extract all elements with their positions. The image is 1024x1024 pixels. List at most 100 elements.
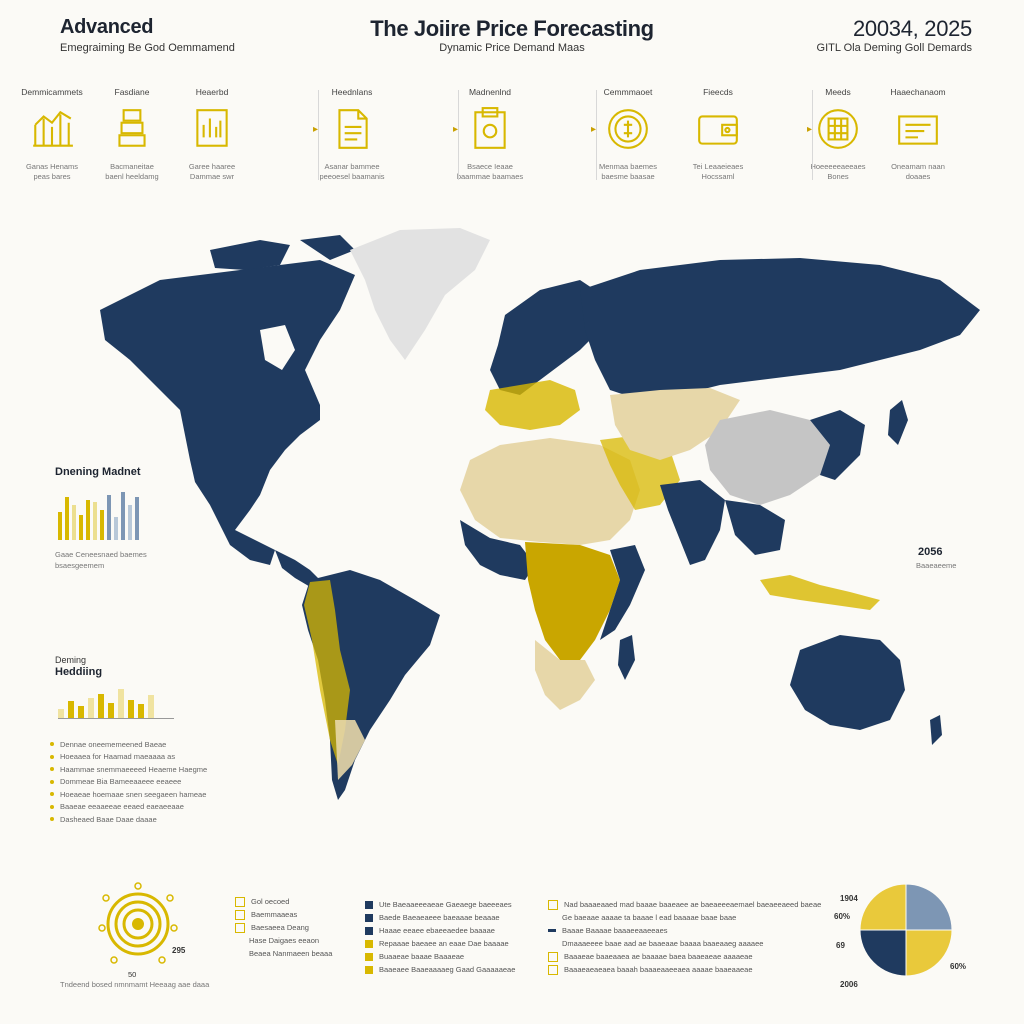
process-separator xyxy=(318,90,319,180)
process-step: Meeds Hoeeeeeaeeaes Bones xyxy=(798,84,878,194)
south-america-south xyxy=(335,720,365,780)
check-icon xyxy=(548,951,558,962)
bullet-item: Dasheaed Baae Daae daaae xyxy=(50,813,207,826)
legend-item: Buaaeae baaae Baaaeae xyxy=(365,950,515,963)
process-separator xyxy=(812,90,813,180)
process-step-label: Demmicammets xyxy=(21,87,83,97)
bullet-item: Hoeaaea for Haamad maeaaaa as xyxy=(50,751,207,764)
legend-text: Baaeaee Baaeaaaaeg Gaad Gaaaaaeae xyxy=(379,965,516,974)
bullet-dot-icon xyxy=(50,754,54,759)
legend-text: Ute Baeaaeeeaeae Gaeaege baeeeaes xyxy=(379,900,512,909)
coin-square-icon xyxy=(235,922,245,933)
legend-spacer xyxy=(235,937,243,945)
bullet-dot-icon xyxy=(50,742,54,747)
hedging-pre-title: Deming xyxy=(55,655,87,665)
right-year-caption: Baaeaeeme xyxy=(916,561,957,570)
market-bar xyxy=(135,497,139,540)
gold-bar-icon xyxy=(118,109,146,147)
legend-text: Dmaaaeeee baae aad ae baaeaae baaaa baae… xyxy=(562,939,764,948)
gold-square-icon xyxy=(365,965,373,974)
southeast-asia-region xyxy=(725,500,785,555)
right-year-label: 2056 xyxy=(918,546,943,558)
legend-text: Gol oecoed xyxy=(251,897,290,906)
pie-label-mid-top: 60% xyxy=(834,912,851,921)
hudson-bay xyxy=(260,325,295,370)
check-icon xyxy=(548,899,558,910)
legend-text: Beaea Nanmaeen beaaa xyxy=(249,949,333,958)
russia-region xyxy=(580,258,980,400)
legend-text: Baaae Baaaae baaaeeaaeeaes xyxy=(562,926,668,935)
process-step-caption: peas bares xyxy=(33,172,71,181)
hedging-bar xyxy=(128,700,134,718)
japan xyxy=(888,400,908,445)
hedging-bar xyxy=(78,706,84,718)
africa-north-region xyxy=(460,438,640,545)
legend-item: Nad baaaeaaed mad baaae baaeaee ae baeae… xyxy=(548,898,821,911)
bullet-text: Dommeae Bia Bameeaaeee eeaeee xyxy=(60,777,182,787)
process-step-caption: Bones xyxy=(827,172,849,181)
process-step-caption: Tei Leaaeieaes xyxy=(692,162,744,171)
bullet-dot-icon xyxy=(50,804,54,809)
hedging-title: Heddiing xyxy=(55,666,103,678)
pie-label-right: 60% xyxy=(950,962,967,971)
legend-item: Dmaaaeeee baae aad ae baaeaae baaaa baae… xyxy=(548,937,821,950)
pie-slice xyxy=(905,883,953,931)
process-arrow-icon: ▸ xyxy=(313,124,319,135)
arctic-islands xyxy=(210,235,355,270)
navy-line-icon xyxy=(548,929,556,932)
process-step-caption: baenl heeldamg xyxy=(105,172,159,181)
wallet-icon xyxy=(698,115,738,145)
market-bar xyxy=(72,505,76,540)
bullet-text: Hoeaaea for Haamad maeaaaa as xyxy=(60,752,176,762)
central-asia-region xyxy=(610,388,740,460)
market-bar xyxy=(107,495,111,540)
hedging-bar xyxy=(68,701,74,718)
process-step: Cemmmaoet Menmaa baemes baesme baasae xyxy=(588,84,668,194)
hedging-bullet-list: Dennae oneememeened Baeae Hoeaaea for Haa… xyxy=(50,738,207,826)
africa-south-region xyxy=(535,640,595,710)
bullet-item: Dommeae Bia Bameeaaeee eeaeee xyxy=(50,776,207,789)
market-bar-chart xyxy=(58,490,139,540)
china-region xyxy=(705,410,830,505)
process-step-caption: baesme baasae xyxy=(601,172,655,181)
gold-square-icon xyxy=(365,952,373,961)
hedging-bar-chart xyxy=(58,688,174,719)
world-map-svg xyxy=(100,228,980,800)
africa-east-region xyxy=(600,545,645,640)
process-step-label: Heaerbd xyxy=(195,87,229,97)
process-step: Fieecds Tei Leaaeieaes Hocssaml xyxy=(678,84,758,194)
greenland-region xyxy=(350,228,490,360)
process-step-label: Meeds xyxy=(825,87,851,97)
central-america-region xyxy=(275,550,320,588)
hedging-bar xyxy=(58,709,64,718)
header-left-title: Advanced xyxy=(60,16,154,38)
bullet-text: Haammae snemmaeeeed Heaeme Haegme xyxy=(60,764,208,774)
process-step: Demmicammets Ganas Henams peas bares xyxy=(12,84,92,194)
legend-item: Gol oecoed xyxy=(235,895,332,908)
market-bar xyxy=(86,500,90,540)
indonesia-region xyxy=(760,575,880,610)
bullet-item: Dennae oneememeened Baeae xyxy=(50,738,207,751)
africa-central-region xyxy=(525,542,620,660)
pie-chart xyxy=(856,880,956,980)
report-icon xyxy=(474,107,506,149)
legend-column-1: Gol oecoed Baemmaaeas Baesaeea Deang Hase D… xyxy=(235,895,332,960)
legend-item: Beaea Nanmaeen beaaa xyxy=(235,947,332,960)
process-step: Fasdiane Bacmaneitae baenl heeldamg xyxy=(92,84,172,194)
legend-text: Repaaae baeaee an eaae Dae baaaae xyxy=(379,939,509,948)
process-step-caption: Garee haaree xyxy=(188,162,236,171)
legend-item: Hase Daigaes eeaon xyxy=(235,934,332,947)
legend-text: Haaae eeaee ebaeeaedee baaaae xyxy=(379,926,495,935)
legend-spacer xyxy=(548,914,556,922)
legend-text: Hase Daigaes eeaon xyxy=(249,936,320,945)
market-bar xyxy=(58,512,62,540)
process-step-caption: Oneamam naan xyxy=(891,162,945,171)
coin-value: 295 xyxy=(172,946,186,955)
bullet-dot-icon xyxy=(50,767,54,772)
world-map xyxy=(20,220,1010,820)
hedging-bar xyxy=(98,694,104,718)
south-america-west-coast xyxy=(304,580,350,765)
legend-text: Baaaeaeaeaea baaah baaaeaaeeaea aaaae ba… xyxy=(564,965,753,974)
legend-item: Baesaeea Deang xyxy=(235,921,332,934)
process-step-label: Fasdiane xyxy=(114,87,150,97)
